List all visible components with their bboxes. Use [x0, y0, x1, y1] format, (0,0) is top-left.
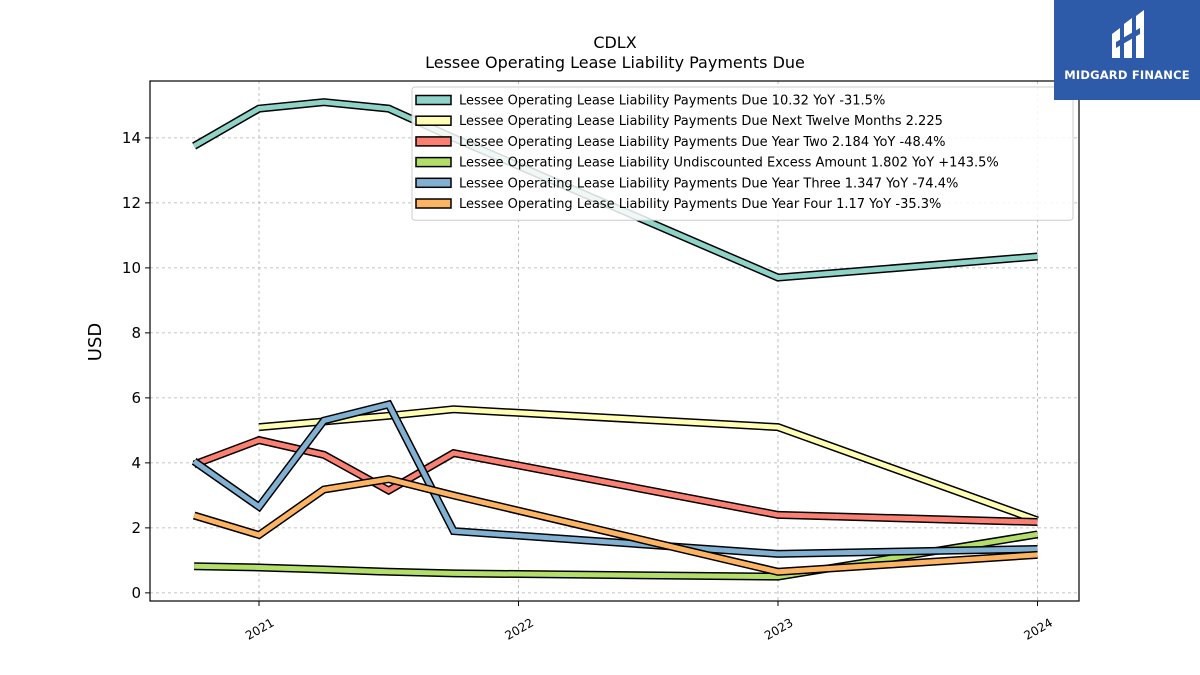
series-stroke — [258, 406, 1039, 523]
legend-label: Lessee Operating Lease Liability Payment… — [459, 197, 941, 212]
legend-label: Lessee Operating Lease Liability Payment… — [459, 114, 943, 129]
series-line-1 — [192, 98, 1038, 282]
y-tick-label: 0 — [131, 584, 141, 602]
legend-item: Lessee Operating Lease Liability Payment… — [415, 176, 958, 191]
series-line-4 — [194, 530, 1039, 581]
legend-item: Lessee Operating Lease Liability Payment… — [415, 197, 941, 212]
y-tick-label: 6 — [131, 389, 141, 407]
legend-label: Lessee Operating Lease Liability Payment… — [459, 176, 958, 191]
series-stroke — [192, 401, 1038, 557]
y-tick-label: 2 — [131, 519, 141, 537]
series-outline — [258, 405, 1039, 525]
x-tick-label: 2024 — [1022, 615, 1055, 642]
legend-box — [411, 86, 1074, 221]
y-tick-label: 14 — [122, 129, 141, 147]
y-tick-label: 4 — [131, 454, 141, 472]
logo-text: MIDGARD FINANCE — [1064, 68, 1190, 82]
midgard-finance-logo: MIDGARD FINANCE — [1054, 0, 1200, 100]
series-stroke — [193, 476, 1038, 575]
x-tick-label: 2022 — [503, 615, 536, 642]
series-line-2 — [258, 405, 1039, 525]
y-tick-label: 8 — [131, 324, 141, 342]
y-tick-label: 10 — [122, 259, 141, 277]
legend-swatch — [415, 136, 452, 147]
y-axis: 0 2 4 6 8 10 12 14 — [122, 129, 150, 602]
legend-item: Lessee Operating Lease Liability Undisco… — [415, 156, 999, 171]
x-tick-label: 2023 — [762, 615, 795, 642]
legend-swatch — [415, 94, 452, 106]
x-tick-label: 2021 — [243, 615, 276, 642]
legend-label: Lessee Operating Lease Liability Undisco… — [459, 156, 999, 171]
series-stroke — [194, 531, 1038, 580]
series-stroke — [192, 99, 1038, 281]
series-stroke — [193, 437, 1038, 525]
x-axis: 2021 2022 2023 2024 — [243, 601, 1055, 643]
chart-title: CDLX — [593, 33, 636, 52]
midgard-mark-icon — [1112, 10, 1144, 58]
series-line-5 — [191, 399, 1038, 558]
series-layer — [191, 98, 1039, 581]
plot-area-frame — [149, 80, 1080, 602]
y-tick-label: 12 — [122, 194, 141, 212]
legend-item: Lessee Operating Lease Liability Payment… — [415, 135, 945, 150]
legend: Lessee Operating Lease Liability Payment… — [411, 86, 1074, 221]
y-axis-label: USD — [85, 323, 106, 361]
legend-swatch — [415, 156, 452, 168]
legend-label: Lessee Operating Lease Liability Payment… — [459, 94, 885, 109]
legend-swatch — [415, 177, 452, 189]
legend-item: Lessee Operating Lease Liability Payment… — [415, 94, 885, 109]
series-line-6 — [192, 475, 1038, 576]
legend-item: Lessee Operating Lease Liability Payment… — [415, 114, 943, 129]
legend-swatch — [415, 198, 452, 209]
chart-subtitle: Lessee Operating Lease Liability Payment… — [425, 53, 805, 72]
legend-swatch — [415, 115, 452, 126]
series-line-3 — [192, 435, 1038, 526]
legend-label: Lessee Operating Lease Liability Payment… — [459, 135, 945, 150]
